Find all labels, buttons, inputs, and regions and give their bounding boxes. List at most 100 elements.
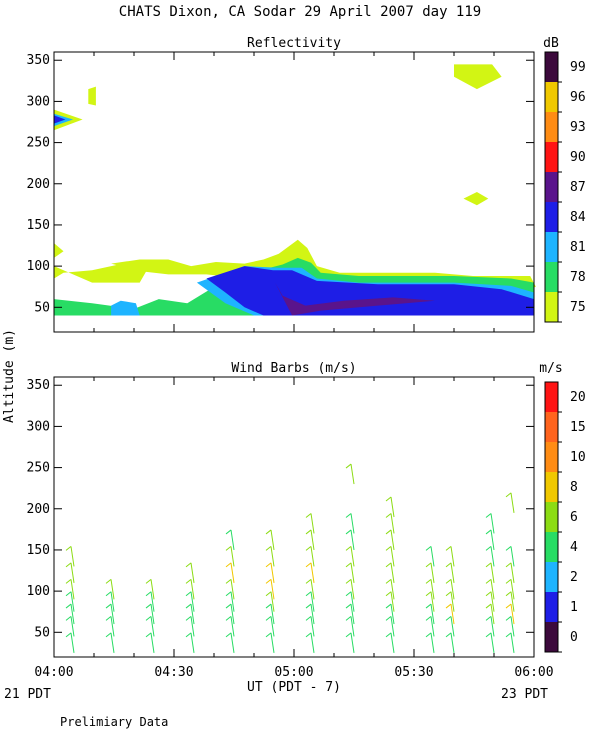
footer-note: Prelimiary Data: [60, 715, 168, 729]
wind-barb-flag: [145, 591, 152, 597]
wind-barb-flag: [445, 578, 452, 584]
reflectivity-region-81dB: [111, 300, 140, 316]
wind-barb-flag: [265, 529, 272, 535]
colorbar-segment: [545, 442, 558, 472]
wind-barb-staff: [310, 603, 315, 625]
wind-barb-flag: [385, 496, 392, 502]
wind-barb-staff: [270, 632, 275, 653]
wind-barb-staff: [450, 579, 455, 600]
wind-barb-flag: [505, 492, 512, 498]
colorbar-label: 99: [570, 60, 586, 75]
wind-barb-flag: [225, 578, 232, 584]
wind-barb-flag: [145, 603, 152, 609]
end-local-time-label: 23 PDT: [501, 687, 548, 702]
y-tick-label: 50: [34, 300, 50, 315]
wind-barb-flag: [185, 591, 192, 597]
wind-barb-staff: [150, 579, 155, 600]
wind-barb-staff: [510, 492, 515, 513]
wind-barb-flag: [305, 562, 312, 568]
colorbar-label: 84: [570, 210, 586, 225]
wind-barb-flag: [65, 546, 72, 551]
x-tick-label: 04:00: [34, 665, 73, 680]
colorbar-segment: [545, 52, 558, 82]
wind-barb-staff: [310, 591, 315, 612]
colorbar-segment: [545, 232, 558, 262]
y-tick-label: 300: [27, 94, 50, 109]
wind-barb-staff: [110, 579, 115, 600]
colorbar-label: 0: [570, 630, 578, 645]
wind-barb-staff: [350, 513, 355, 534]
colorbar-segment: [545, 82, 558, 112]
wind-barb-flag: [185, 616, 192, 621]
wind-barb-staff: [490, 591, 495, 612]
wind-barb-staff: [270, 603, 275, 625]
reflectivity-region-87dB: [275, 282, 435, 316]
wind-barb-flag: [425, 603, 432, 609]
wind-barb-flag: [105, 616, 112, 621]
reflectivity-axis: 350 300 250 200 150 100 50: [27, 52, 535, 332]
wind-barb-flag: [385, 513, 392, 518]
wind-barb-staff: [190, 603, 195, 625]
colorbar-label: 81: [570, 240, 586, 255]
wind-barb-staff: [310, 632, 315, 653]
wind-barb-staff: [230, 579, 235, 600]
wind-barb-staff: [110, 603, 115, 625]
reflectivity-region-75dB: [454, 64, 502, 90]
wind-barb-flag: [145, 578, 152, 584]
wind-barb-staff: [190, 579, 195, 600]
x-tick-label: 05:30: [394, 665, 433, 680]
wind-barb-flag: [345, 578, 352, 584]
wind-barb-flag: [505, 562, 512, 568]
wind-barb-staff: [350, 603, 355, 625]
wind-barb-staff: [270, 562, 275, 583]
wind-barb-flag: [185, 632, 192, 638]
wind-barb-flag: [65, 616, 72, 621]
wind-barb-staff: [150, 632, 155, 653]
wind-barb-staff: [430, 546, 435, 567]
wind-barb-flag: [445, 591, 452, 597]
wind-barb-flag: [105, 603, 112, 609]
wind-barb-staff: [110, 591, 115, 612]
wind-barb-staff: [270, 546, 275, 567]
wind-barb-staff: [390, 603, 395, 625]
y-tick-label: 100: [27, 259, 50, 274]
wind-barb-staff: [450, 632, 455, 653]
wind-barb-staff: [450, 616, 455, 637]
wind-barb-staff: [70, 591, 75, 612]
wind-barb-staff: [450, 591, 455, 612]
colorbar-label: 20: [570, 390, 586, 405]
wind-barb-staff: [390, 591, 395, 612]
wind-barb-flag: [225, 562, 232, 568]
wind-barb-staff: [350, 562, 355, 583]
wind-barb-flag: [225, 546, 232, 551]
wind-barb-flag: [445, 562, 452, 568]
wind-barb-staff: [490, 579, 495, 600]
colorbar-label: 4: [570, 540, 578, 555]
reflectivity-region-75dB: [54, 243, 64, 258]
colorbar-label: 93: [570, 120, 586, 135]
wind-barb-staff: [390, 562, 395, 583]
wind-barb-flag: [105, 632, 112, 638]
wind-barb-flag: [445, 632, 452, 638]
wind-barbs-units: m/s: [539, 361, 562, 376]
reflectivity-colorbar: 99 96 93 90 87 84 81 78 75: [544, 51, 586, 323]
wind-barb-staff: [510, 562, 515, 583]
colorbar-label: 1: [570, 600, 578, 615]
colorbar-segment: [545, 502, 558, 532]
wind-barb-flag: [485, 603, 492, 609]
colorbar-label: 87: [570, 180, 586, 195]
colorbar-segment: [545, 172, 558, 202]
wind-barb-flag: [485, 513, 492, 518]
wind-barb-flag: [65, 562, 72, 568]
wind-barb-flag: [265, 562, 272, 568]
wind-barb-flag: [305, 578, 312, 584]
wind-barb-staff: [390, 513, 395, 534]
wind-barb-staff: [230, 546, 235, 567]
colorbar-segment: [545, 112, 558, 142]
colorbar-segment: [545, 472, 558, 502]
wind-barbs-plot-frame: [53, 376, 535, 658]
wind-barb-flag: [305, 591, 312, 597]
wind-barb-flag: [65, 632, 72, 638]
wind-barb-flag: [105, 578, 112, 584]
